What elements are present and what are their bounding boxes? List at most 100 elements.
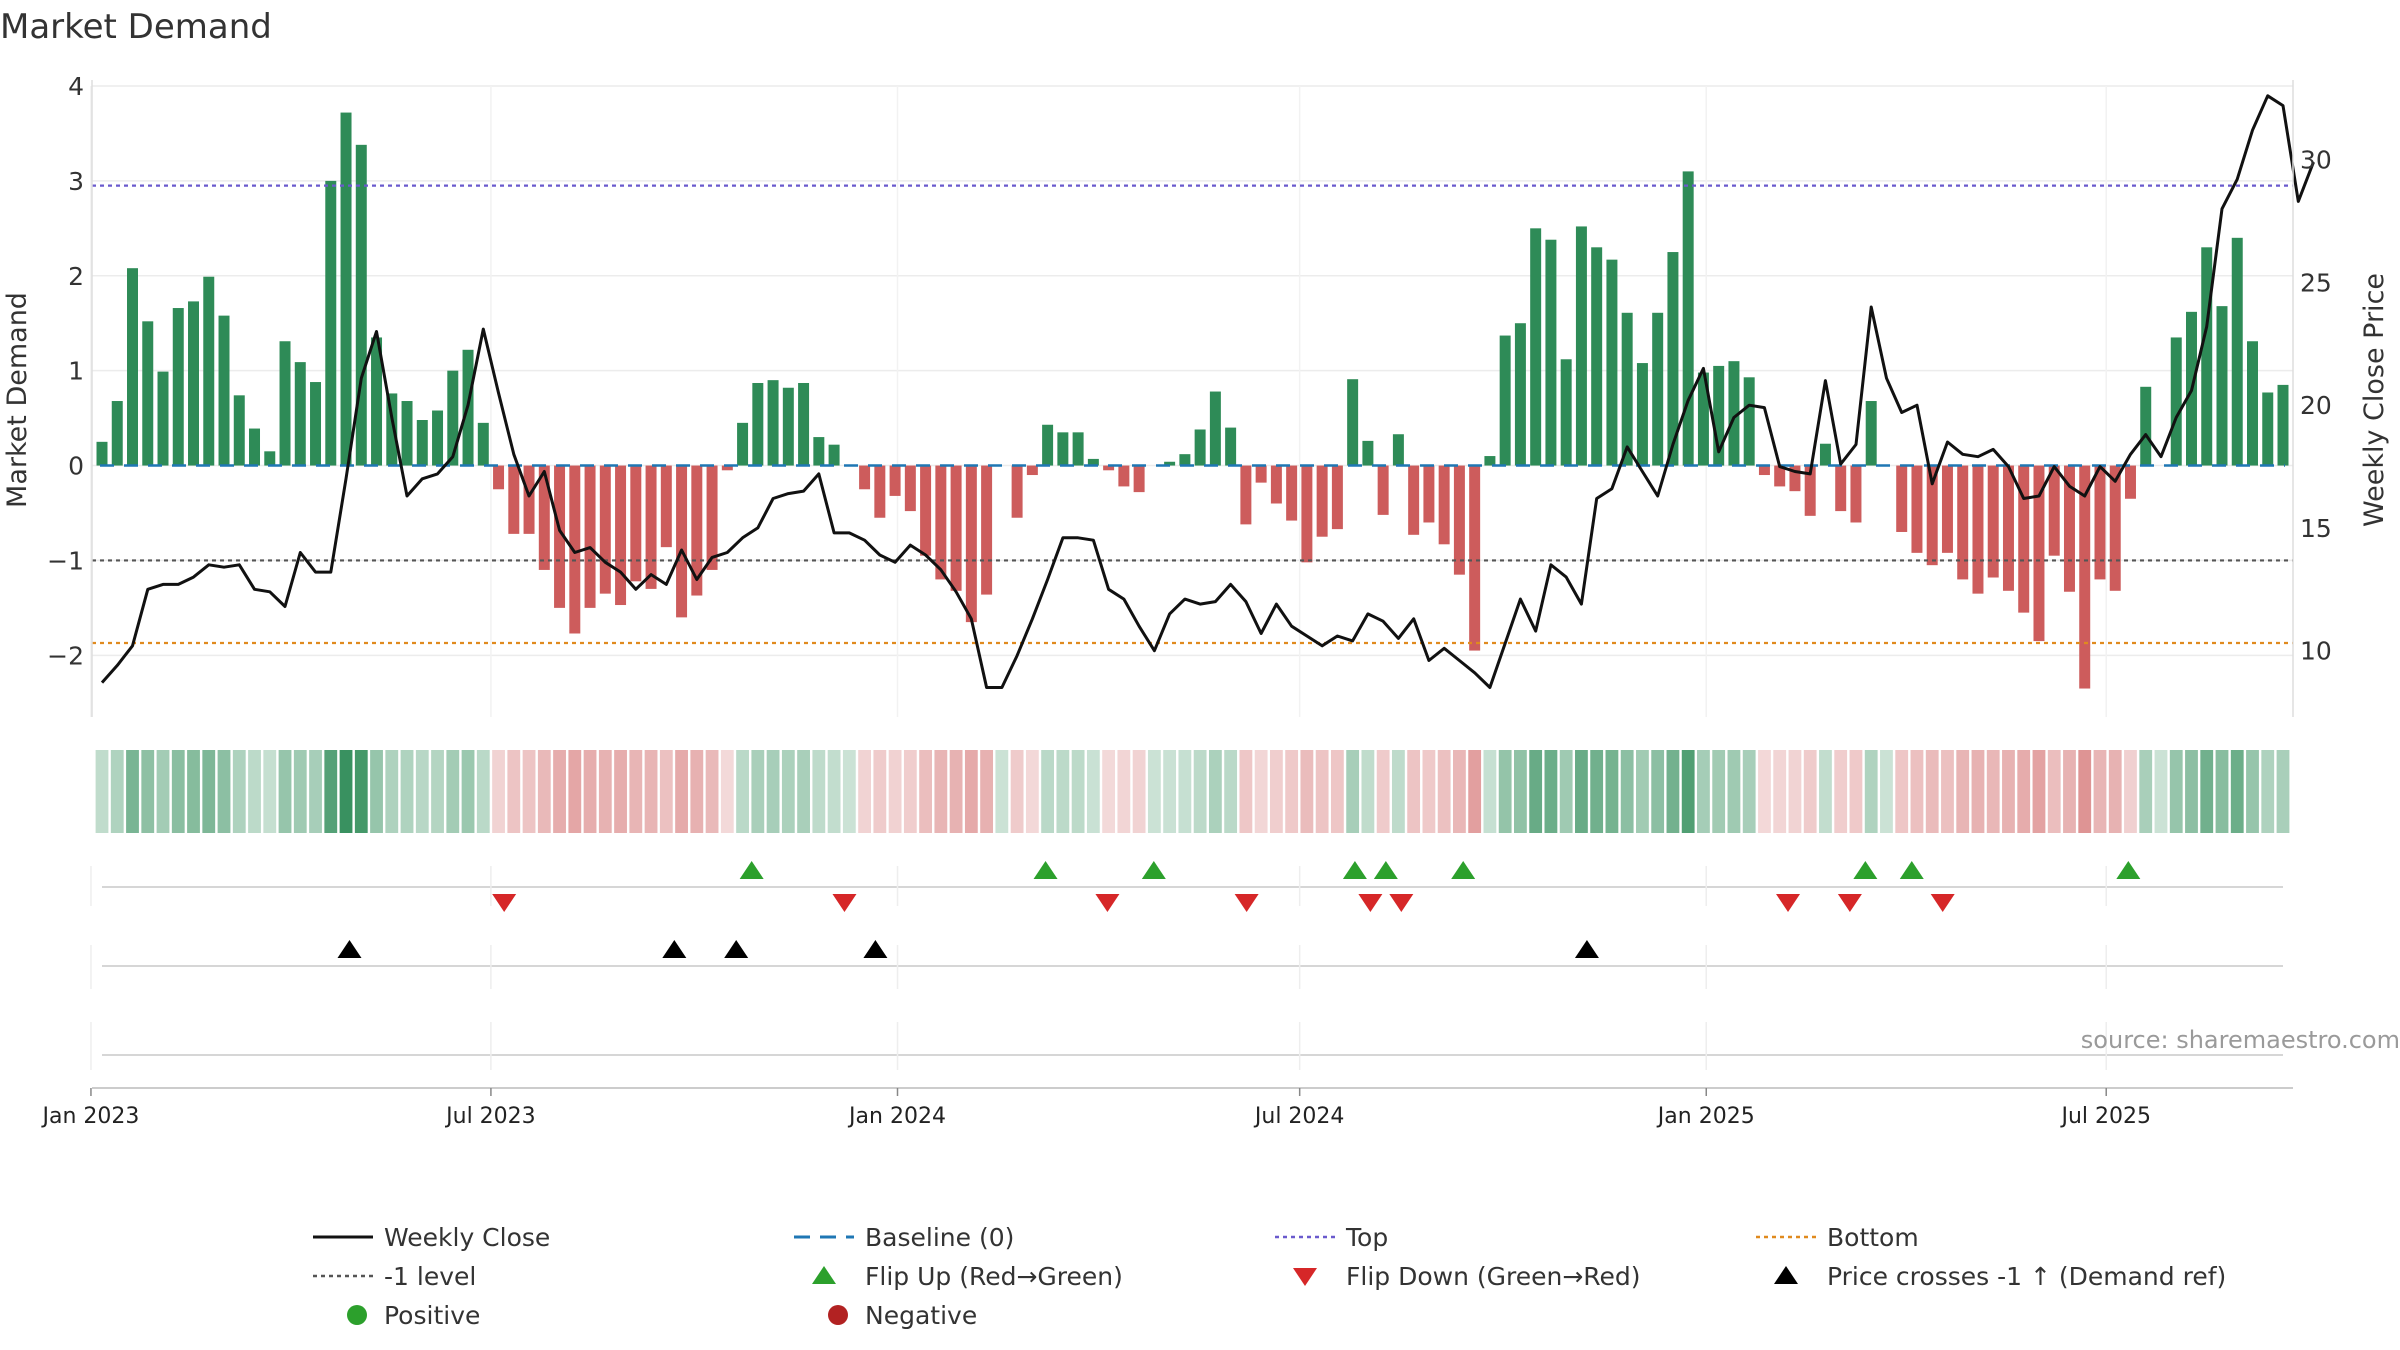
flip-down-marker [1358,894,1383,912]
demand-bar [2201,247,2213,466]
heat-cell [476,750,490,833]
demand-bar [1331,465,1343,530]
heat-cell [1346,750,1360,833]
demand-bar [310,382,322,466]
source-credit: source: sharemaestro.com [2081,1026,2400,1054]
demand-bar [981,465,993,595]
y-tick-label: 0 [68,452,84,481]
demand-bar [1377,465,1389,515]
heat-cell [1239,750,1253,833]
legend-swatch [828,1305,848,1325]
heat-cell [797,750,810,833]
y-tick-label: 4 [68,72,84,101]
demand-bar [1621,312,1633,466]
demand-bar [1484,456,1496,466]
heat-cell [1132,750,1146,833]
price-series [100,94,2315,689]
demand-bar [615,465,627,606]
heat-cell [568,750,582,833]
demand-bar [965,465,977,623]
heat-cell [1071,750,1085,833]
demand-bar [1301,465,1313,563]
demand-bar [2247,341,2258,466]
demand-bar [371,337,383,466]
cross-marker [863,940,888,958]
demand-bar [203,276,215,466]
y2-axis-label: Weekly Close Price [2359,273,2390,527]
heat-cell [217,750,231,833]
demand-bar [1728,361,1740,466]
heat-cell [126,750,139,833]
heat-cell [1864,750,1878,833]
heat-cell [1147,750,1161,833]
heat-cell [1529,750,1543,833]
demand-bar [1545,239,1557,466]
demand-bar [1514,323,1526,466]
heat-cell [2002,750,2015,833]
heat-cell [1208,750,1222,833]
demand-bar [1087,458,1099,466]
heat-cell [1300,750,1314,833]
legend-item-close: Weekly Close [313,1223,550,1252]
heat-cell [1086,750,1100,833]
y2-tick-label: 20 [2300,391,2332,420]
demand-bar [264,451,276,466]
demand-bar [920,465,932,556]
demand-bar [1392,434,1404,466]
heat-cell [949,750,963,833]
demand-bar [904,465,916,512]
flip-down-marker [492,894,517,912]
demand-bar [401,401,413,466]
weekly-close-line [100,94,2315,689]
demand-bar [1042,424,1054,466]
demand-bar [1636,363,1648,466]
heat-cell [309,750,322,833]
demand-bar [279,341,291,466]
demand-bar [386,393,398,466]
demand-bar [782,387,794,466]
heat-cell [1742,750,1756,833]
demand-bar [2094,465,2106,580]
demand-bar [142,321,154,466]
demand-bar [874,465,886,518]
heat-cell [1788,750,1802,833]
flip-down-marker [1837,894,1862,912]
heat-cell [736,750,749,833]
heat-cell [812,750,826,833]
y-axis-label: Market Demand [2,292,33,508]
y-tick-label: −2 [47,641,84,670]
demand-bar [1453,465,1465,575]
demand-bar [1926,465,1938,566]
x-tick-label: Jan 2023 [40,1104,139,1129]
y2-tick-label: 15 [2300,514,2332,543]
heat-cell [2139,750,2153,833]
heat-cell [278,750,292,833]
demand-bar [1865,401,1877,466]
event-markers [90,861,2283,1070]
demand-bar [325,180,337,466]
legend-label: Flip Down (Green→Red) [1346,1262,1641,1291]
heat-cell [964,750,978,833]
heat-cell [370,750,383,833]
demand-bar [1057,432,1069,466]
heat-cell [2124,750,2137,833]
heat-cell [1224,750,1238,833]
x-tick-label: Jul 2023 [444,1104,536,1129]
heat-cell [293,750,307,833]
demand-bar [477,422,489,466]
heat-cell [1025,750,1039,833]
flip-down-marker [1095,894,1120,912]
grid [90,85,2293,717]
demand-bar [508,465,520,534]
heat-cell [1758,750,1771,833]
heat-cell [522,750,536,833]
demand-bar [1819,443,1831,466]
heat-cell [1590,750,1604,833]
legend-swatch [1774,1266,1798,1284]
demand-bar [2262,392,2274,466]
legend-label: -1 level [384,1262,476,1291]
legend-label: Price crosses -1 ↑ (Demand ref) [1827,1262,2226,1291]
y-tick-label: 2 [68,262,84,291]
